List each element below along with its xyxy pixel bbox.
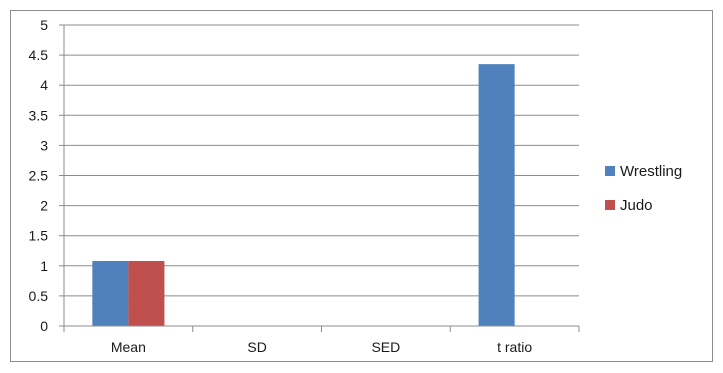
- bar-wrestling: [92, 260, 129, 326]
- x-category-label: Mean: [111, 339, 146, 355]
- y-tick-label: 1.5: [29, 228, 49, 244]
- y-tick-label: 4: [40, 77, 48, 93]
- y-tick-label: 5: [40, 17, 48, 33]
- bar-judo: [128, 260, 165, 326]
- x-category-label: SED: [371, 339, 400, 355]
- legend-swatch-wrestling: [605, 166, 615, 176]
- y-tick-label: 2: [40, 198, 48, 214]
- x-category-label: SD: [247, 339, 266, 355]
- y-tick-label: 0.5: [29, 288, 49, 304]
- y-tick-labels: 0 0.5 1 1.5 2 2.5 3 3.5 4 4.5 5: [29, 17, 49, 334]
- bar-wrestling: [478, 64, 515, 326]
- legend: Wrestling Judo: [605, 163, 682, 214]
- axes: [59, 24, 580, 332]
- y-tick-label: 0: [40, 318, 48, 334]
- y-tick-label: 2.5: [29, 168, 49, 184]
- bars: [92, 64, 515, 326]
- legend-swatch-judo: [605, 200, 615, 210]
- legend-label-judo: Judo: [620, 197, 653, 214]
- y-tick-label: 3: [40, 137, 48, 153]
- y-tick-label: 4.5: [29, 47, 49, 63]
- x-category-labels: Mean SD SED t ratio: [111, 339, 532, 355]
- legend-label-wrestling: Wrestling: [620, 163, 682, 180]
- y-tick-label: 1: [40, 258, 48, 274]
- x-category-label: t ratio: [497, 339, 532, 355]
- y-tick-label: 3.5: [29, 107, 49, 123]
